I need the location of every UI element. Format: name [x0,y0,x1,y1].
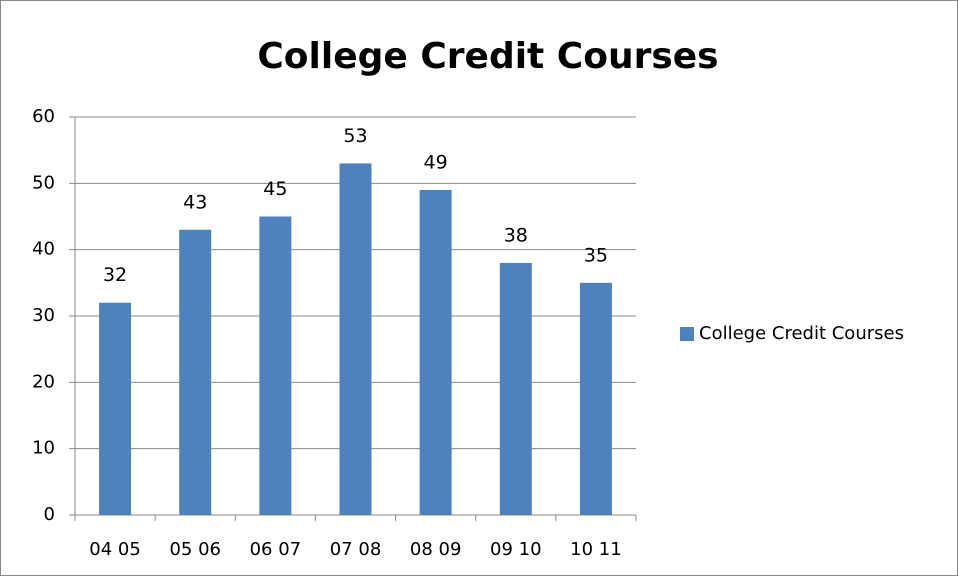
bar [259,216,292,515]
bar [499,262,532,515]
legend-label: College Credit Courses [699,323,904,344]
bar [339,163,372,515]
data-label: 49 [424,151,448,173]
y-tick-label: 10 [32,438,55,459]
data-label: 53 [343,125,367,147]
bar [179,229,212,515]
bar [579,282,612,515]
data-label: 38 [504,224,528,246]
data-label: 32 [103,264,127,286]
y-tick-label: 30 [32,305,55,326]
data-label: 45 [263,178,287,200]
bar [419,189,452,515]
y-tick-label: 50 [32,172,55,193]
y-tick-label: 40 [32,239,55,260]
x-tick-label: 04 05 [89,539,141,560]
chart-title: College Credit Courses [257,36,718,77]
y-tick-label: 20 [32,371,55,392]
legend-swatch [680,327,694,341]
x-tick-label: 09 10 [490,539,542,560]
y-tick-label: 0 [44,504,55,525]
x-tick-label: 05 06 [169,539,221,560]
x-tick-label: 10 11 [570,539,622,560]
data-label: 35 [584,244,608,266]
x-tick-label: 08 09 [410,539,462,560]
x-tick-label: 07 08 [330,539,382,560]
y-tick-label: 60 [32,106,55,127]
data-label: 43 [183,191,207,213]
bar [99,302,132,515]
x-tick-label: 06 07 [250,539,302,560]
